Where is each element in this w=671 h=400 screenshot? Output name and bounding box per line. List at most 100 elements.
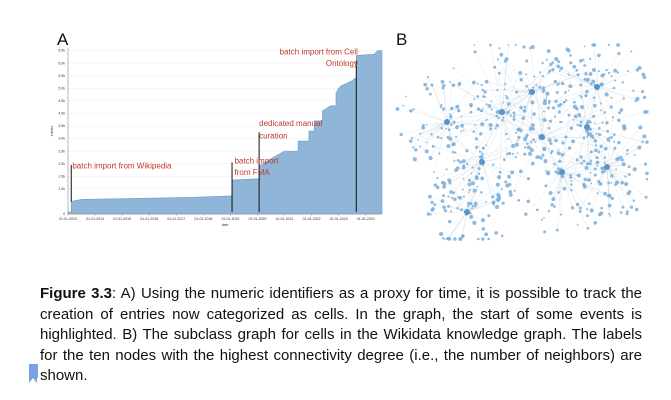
graph-node [539,71,541,74]
graph-node [476,95,480,98]
graph-edge [480,111,503,135]
bookmark-icon[interactable] [29,364,38,383]
graph-node [567,113,571,117]
graph-edge [549,70,598,88]
graph-node [506,102,511,106]
graph-node [467,178,472,183]
graph-edge [411,121,448,139]
graph-node [607,203,612,208]
graph-node [440,103,443,106]
graph-node [597,180,601,184]
graph-node [596,156,600,160]
graph-edge [499,48,533,93]
graph-node [553,205,556,208]
graph-node [582,136,586,140]
graph-node [641,90,645,94]
graph-node [622,126,627,131]
graph-node [431,144,435,148]
graph-node [583,45,586,48]
graph-node [524,212,528,216]
graph-node [572,118,575,121]
graph-node [426,76,430,79]
graph-edge [481,161,529,179]
event-annotation: from FMA [234,168,270,177]
graph-edge [549,86,598,102]
graph-node [567,49,571,53]
graph-node [538,85,542,89]
graph-edge [501,72,521,113]
graph-node [517,199,521,202]
graph-node [505,132,508,136]
graph-node [471,207,474,210]
graph-node [476,185,479,188]
graph-node [457,108,461,113]
graph-edge [561,171,606,194]
graph-edge [467,111,503,165]
graph-edge [466,201,487,213]
graph-edge [448,111,503,147]
y-tick-label: 6.0k [58,61,65,65]
graph-node [480,83,483,87]
graph-node [607,181,611,185]
graph-node [603,161,606,164]
graph-node [526,142,529,145]
graph-node [583,177,587,182]
graph-node [579,120,583,124]
graph-edge [531,76,544,93]
graph-node [603,111,606,114]
graph-node [456,158,460,162]
graph-edge [448,211,468,239]
graph-node [522,45,526,49]
graph-node [541,74,545,78]
graph-edge [428,211,468,215]
graph-node [455,104,460,109]
graph-node [589,171,592,174]
graph-node [460,130,463,133]
graph-edge [510,115,543,138]
graph-node [395,107,400,111]
graph-node [510,170,515,175]
graph-node [449,118,452,120]
graph-node [547,72,550,75]
graph-node [442,205,446,210]
graph-node [589,134,592,137]
graph-node [521,116,525,120]
event-annotation: curation [259,132,287,141]
graph-node [477,167,481,171]
graph-edge [462,161,483,190]
graph-node [555,90,559,94]
graph-node [616,43,621,47]
graph-node [476,82,479,85]
graph-node [514,43,517,47]
graph-node [447,128,451,132]
graph-edge [449,82,503,113]
graph-node [526,199,531,204]
graph-node [546,49,551,54]
graph-edge [501,44,509,113]
graph-node [619,211,623,214]
graph-edge [446,121,455,161]
graph-node [541,61,544,65]
graph-edge [606,117,614,168]
graph-node [594,144,598,147]
graph-node [624,175,627,178]
graph-node [645,140,649,144]
graph-node [604,92,609,97]
x-tick-label: 01-01-2022 [303,217,321,221]
graph-edge [466,184,470,213]
graph-edge [557,171,563,231]
graph-node [424,149,429,154]
graph-node [572,100,576,104]
graph-node [559,66,564,71]
graph-node [638,125,643,130]
graph-edge [417,121,448,140]
graph-node [446,236,450,240]
graph-edge [586,111,646,128]
x-tick-label: 01-01-2013 [59,217,77,221]
graph-edge [541,98,624,138]
graph-node [544,184,548,188]
graph-node [600,109,603,112]
graph-node [487,214,491,218]
graph-node [473,201,478,206]
graph-node [481,227,486,231]
